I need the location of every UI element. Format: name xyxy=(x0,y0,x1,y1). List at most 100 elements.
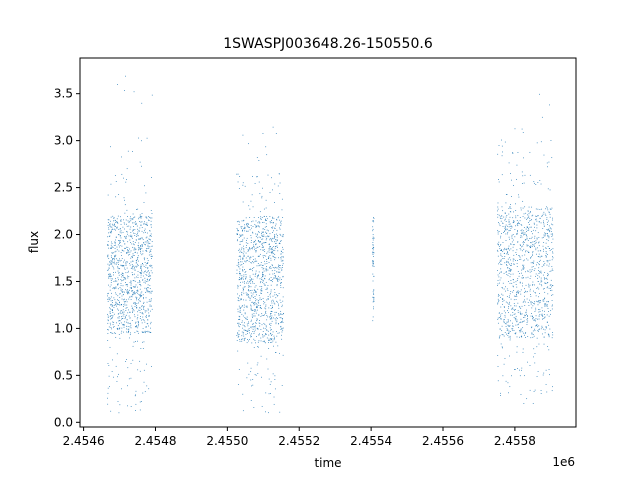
data-point xyxy=(507,333,509,334)
data-point xyxy=(237,299,239,301)
data-point xyxy=(274,314,276,316)
data-point xyxy=(139,307,140,309)
data-point xyxy=(132,253,134,255)
data-point xyxy=(151,305,152,307)
data-point xyxy=(504,141,506,143)
data-point xyxy=(546,278,548,280)
data-point xyxy=(127,233,128,235)
data-point xyxy=(116,280,118,282)
data-point xyxy=(248,247,250,249)
data-point xyxy=(247,362,249,364)
data-point xyxy=(125,310,127,311)
data-point xyxy=(272,252,274,253)
data-point xyxy=(269,323,271,325)
data-point xyxy=(280,250,282,252)
data-point xyxy=(130,377,132,379)
data-point xyxy=(527,302,529,303)
data-point xyxy=(134,280,136,282)
data-point xyxy=(244,227,246,229)
data-point xyxy=(501,330,503,332)
data-point xyxy=(498,301,500,303)
data-point xyxy=(128,378,130,380)
data-point xyxy=(236,233,238,234)
data-point xyxy=(373,217,375,219)
data-point xyxy=(254,326,256,327)
data-point xyxy=(242,287,244,289)
data-point xyxy=(517,152,519,153)
data-point xyxy=(237,230,239,232)
data-point xyxy=(540,393,542,394)
data-point xyxy=(517,312,519,313)
data-point xyxy=(531,327,532,329)
data-point xyxy=(138,247,140,249)
data-point xyxy=(250,307,252,309)
data-point xyxy=(256,265,258,267)
data-point xyxy=(150,226,152,228)
data-point xyxy=(545,252,547,254)
data-point xyxy=(107,225,109,227)
data-point xyxy=(123,222,125,224)
data-point xyxy=(257,300,259,301)
data-point xyxy=(122,275,123,277)
data-point xyxy=(511,329,513,331)
data-point xyxy=(532,315,533,317)
data-point xyxy=(259,320,260,321)
data-point xyxy=(129,289,130,291)
data-point xyxy=(259,297,261,299)
data-point xyxy=(144,228,146,230)
data-point xyxy=(527,250,529,252)
data-point xyxy=(511,226,513,228)
data-point xyxy=(498,295,500,296)
data-point xyxy=(277,295,279,297)
data-point xyxy=(109,289,111,291)
data-point xyxy=(507,329,509,331)
data-point xyxy=(132,286,134,287)
data-point xyxy=(373,289,374,291)
data-point xyxy=(243,331,245,333)
data-point xyxy=(115,242,116,244)
data-point xyxy=(277,318,278,319)
data-point xyxy=(521,277,523,279)
data-point xyxy=(273,277,275,279)
data-point xyxy=(115,301,117,303)
data-point xyxy=(522,348,524,350)
data-point xyxy=(131,290,133,291)
data-point xyxy=(249,269,250,270)
data-point xyxy=(532,330,534,332)
data-point xyxy=(502,226,504,227)
data-point xyxy=(119,320,121,322)
data-point xyxy=(529,389,531,391)
data-point xyxy=(280,287,282,288)
data-point xyxy=(255,306,257,308)
data-point xyxy=(118,274,120,276)
data-point xyxy=(111,231,112,232)
data-point xyxy=(279,299,281,301)
data-point xyxy=(547,305,548,307)
data-point xyxy=(143,232,145,234)
data-point xyxy=(506,274,508,275)
data-point xyxy=(249,257,251,259)
data-point xyxy=(539,271,541,273)
data-point xyxy=(513,222,515,223)
data-point xyxy=(503,310,505,312)
data-point xyxy=(528,286,530,288)
data-point xyxy=(134,247,136,249)
data-point xyxy=(497,243,499,245)
data-point xyxy=(272,307,273,309)
data-point xyxy=(498,145,500,146)
data-point xyxy=(269,294,271,296)
data-point xyxy=(508,213,510,215)
data-point xyxy=(534,284,536,286)
data-point xyxy=(120,252,122,253)
data-point xyxy=(529,290,531,292)
data-point xyxy=(519,281,521,283)
data-point xyxy=(125,307,127,309)
data-point xyxy=(265,310,267,312)
data-point xyxy=(149,331,151,333)
data-point xyxy=(260,340,262,342)
data-point xyxy=(526,226,528,228)
data-points xyxy=(107,75,554,414)
data-point xyxy=(236,228,238,229)
data-point xyxy=(140,140,142,142)
data-point xyxy=(151,255,153,257)
